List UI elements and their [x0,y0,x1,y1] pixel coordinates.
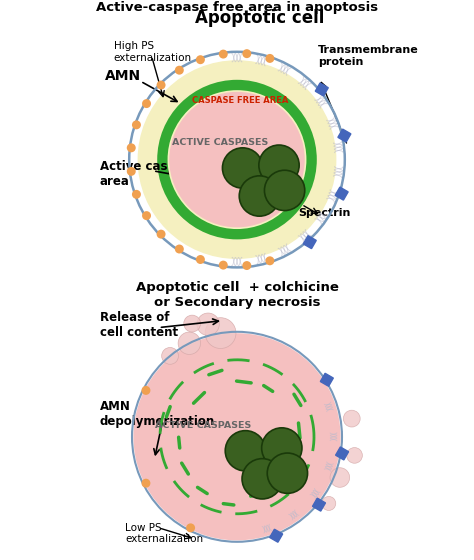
Circle shape [175,66,184,74]
Polygon shape [336,447,348,460]
Circle shape [127,143,136,152]
Circle shape [265,54,274,63]
Circle shape [132,190,141,199]
Circle shape [168,90,306,229]
Circle shape [142,211,151,220]
Circle shape [175,245,184,254]
Circle shape [264,170,305,211]
Circle shape [322,497,336,511]
Circle shape [127,167,136,176]
Circle shape [265,256,274,265]
Polygon shape [338,129,351,142]
Circle shape [225,431,265,471]
Circle shape [196,55,205,64]
Text: ACTIVE CASPASES: ACTIVE CASPASES [172,138,268,147]
Circle shape [242,459,283,499]
Circle shape [178,332,201,354]
Polygon shape [270,529,283,542]
Circle shape [222,148,263,188]
Text: Apoptotic cell  + colchicine
or Secondary necrosis: Apoptotic cell + colchicine or Secondary… [136,281,338,309]
Circle shape [132,120,141,129]
Circle shape [156,81,165,90]
Text: Spectrin: Spectrin [299,208,351,218]
Text: Active caspase
area: Active caspase area [100,160,199,188]
Text: Active-caspase free area in apoptosis: Active-caspase free area in apoptosis [96,1,378,15]
Circle shape [157,80,317,240]
Circle shape [205,318,236,348]
Circle shape [267,453,308,493]
Circle shape [219,50,228,59]
Text: Apoptotic cell: Apoptotic cell [195,9,324,27]
Circle shape [184,315,201,332]
Circle shape [242,261,251,270]
Circle shape [219,260,228,269]
Polygon shape [320,374,333,386]
Circle shape [262,428,302,468]
Polygon shape [303,236,316,249]
Text: Transmembrane
protein: Transmembrane protein [318,45,419,67]
Circle shape [242,49,251,58]
Circle shape [169,92,305,227]
Circle shape [197,313,219,335]
Text: AMN: AMN [105,69,142,83]
Circle shape [137,60,337,259]
Circle shape [259,145,299,185]
Text: CASPASE FREE AREA: CASPASE FREE AREA [191,96,288,105]
Text: AMN
depolymerization: AMN depolymerization [100,400,215,428]
Text: High PS
externalization: High PS externalization [114,41,192,63]
Circle shape [330,468,350,487]
Circle shape [141,386,150,395]
Polygon shape [335,187,348,200]
Circle shape [196,255,205,264]
Circle shape [239,176,280,216]
Polygon shape [312,498,326,511]
Circle shape [162,348,179,365]
Text: ACTIVE CASPASES: ACTIVE CASPASES [155,421,252,430]
Circle shape [141,479,150,488]
Polygon shape [315,83,328,96]
Circle shape [186,524,195,533]
Text: Low PS
externalization: Low PS externalization [125,522,203,544]
Circle shape [343,410,360,427]
Circle shape [133,333,341,540]
Text: Release of
cell content: Release of cell content [100,311,178,339]
Circle shape [142,99,151,108]
Circle shape [346,447,363,463]
Circle shape [156,230,165,239]
